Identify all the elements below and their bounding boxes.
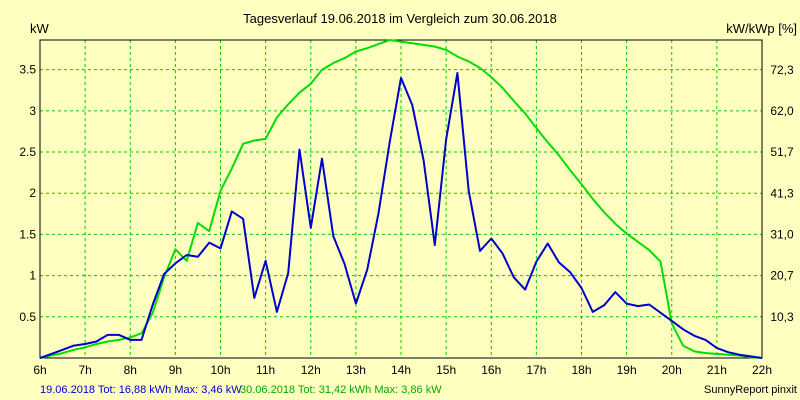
- x-tick-label: 21h: [707, 363, 727, 377]
- y-left-tick-label: 1.5: [19, 227, 36, 241]
- x-tick-label: 16h: [481, 363, 501, 377]
- x-tick-label: 14h: [391, 363, 411, 377]
- y-right-tick-label: 31,0: [770, 227, 794, 241]
- y-right-tick-label: 41,3: [770, 186, 794, 200]
- series-lines: [39, 39, 763, 359]
- y-left-tick-label: 0.5: [19, 310, 36, 324]
- x-tick-label: 22h: [752, 363, 772, 377]
- y-right-tick-label: 62,0: [770, 104, 794, 118]
- y-axis-right-label: kW/kWp [%]: [726, 21, 797, 36]
- y-left-tick-label: 1: [29, 269, 36, 283]
- x-tick-label: 11h: [256, 363, 275, 377]
- x-tick-label: 19h: [617, 363, 637, 377]
- y-axis-left-label: kW: [30, 21, 50, 36]
- y-right-tick-label: 20,7: [770, 269, 794, 283]
- footer-series1-summary: 19.06.2018 Tot: 16,88 kWh Max: 3,46 kW: [40, 384, 242, 396]
- x-tick-label: 15h: [436, 363, 456, 377]
- footer-series2-summary: 30.06.2018 Tot: 31,42 kWh Max: 3,86 kW: [240, 384, 442, 396]
- series-line-19-06-2018: [39, 72, 763, 359]
- y-left-tick-label: 2.5: [19, 145, 36, 159]
- y-right-tick-label: 51,7: [770, 145, 794, 159]
- grid-lines: [40, 40, 762, 358]
- x-tick-label: 17h: [526, 363, 546, 377]
- x-tick-label: 18h: [571, 363, 591, 377]
- y-right-tick-label: 72,3: [770, 63, 794, 77]
- x-tick-label: 9h: [169, 363, 182, 377]
- y-left-tick-label: 2: [29, 186, 36, 200]
- x-tick-label: 20h: [662, 363, 682, 377]
- x-tick-label: 6h: [33, 363, 46, 377]
- plot-frame: [39, 39, 763, 359]
- series-line-30-06-2018: [39, 39, 763, 359]
- x-tick-label: 8h: [124, 363, 137, 377]
- y-left-tick-label: 3.5: [19, 63, 36, 77]
- axis-ticks: 6h 7h 8h 9h 10h 11h 12h 13h 14h 15h 16h 17h 18h 19h 20…: [19, 63, 794, 377]
- footer-brand: SunnyReport pinxit: [704, 384, 797, 396]
- x-tick-label: 10h: [210, 363, 230, 377]
- x-tick-label: 12h: [301, 363, 321, 377]
- chart-title: Tagesverlauf 19.06.2018 im Vergleich zum…: [243, 11, 557, 26]
- x-tick-label: 7h: [78, 363, 91, 377]
- x-tick-label: 13h: [346, 363, 366, 377]
- y-right-tick-label: 10,3: [770, 310, 794, 324]
- y-left-tick-label: 3: [29, 104, 36, 118]
